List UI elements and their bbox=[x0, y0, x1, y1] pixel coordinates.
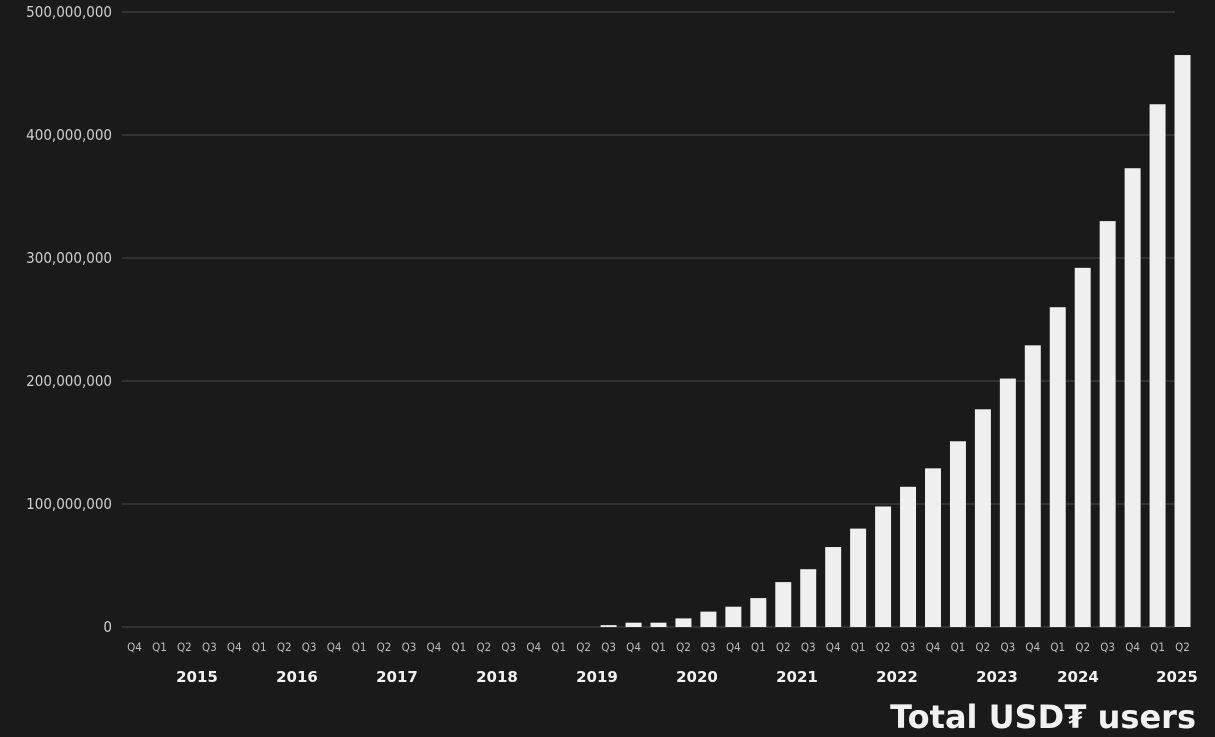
x-tick-label: Q2 bbox=[476, 640, 491, 654]
bar bbox=[999, 378, 1016, 627]
x-tick-label: Q4 bbox=[626, 640, 641, 654]
x-tick-label: Q2 bbox=[576, 640, 591, 654]
x-tick-label: Q3 bbox=[701, 640, 716, 654]
x-tick-label: Q4 bbox=[826, 640, 841, 654]
bar bbox=[974, 409, 991, 627]
bar bbox=[600, 625, 617, 627]
year-label: 2024 bbox=[1057, 668, 1099, 686]
x-tick-label: Q3 bbox=[302, 640, 317, 654]
x-tick-label: Q1 bbox=[1050, 640, 1065, 654]
x-tick-label: Q4 bbox=[1125, 640, 1140, 654]
x-tick-label: Q1 bbox=[252, 640, 267, 654]
x-tick-label: Q3 bbox=[601, 640, 616, 654]
x-tick-label: Q4 bbox=[1025, 640, 1040, 654]
bar bbox=[1099, 221, 1116, 627]
bar bbox=[675, 618, 692, 627]
y-tick-label: 100,000,000 bbox=[26, 495, 112, 513]
bar bbox=[775, 582, 792, 627]
bar bbox=[625, 622, 642, 627]
year-label: 2016 bbox=[276, 668, 318, 686]
y-tick-label: 200,000,000 bbox=[26, 372, 112, 390]
x-tick-label: Q1 bbox=[1150, 640, 1165, 654]
bar bbox=[1149, 104, 1166, 627]
x-tick-label: Q1 bbox=[352, 640, 367, 654]
x-tick-label: Q4 bbox=[127, 640, 142, 654]
bar bbox=[949, 441, 966, 627]
bar bbox=[800, 569, 817, 627]
x-tick-label: Q3 bbox=[1000, 640, 1015, 654]
year-label: 2020 bbox=[676, 668, 718, 686]
x-tick-label: Q1 bbox=[551, 640, 566, 654]
x-tick-label: Q3 bbox=[501, 640, 516, 654]
y-axis: 0 100,000,000 200,000,000 300,000,000 400,00… bbox=[26, 3, 112, 636]
x-tick-label: Q1 bbox=[651, 640, 666, 654]
x-tick-label: Q3 bbox=[801, 640, 816, 654]
year-label: 2017 bbox=[376, 668, 418, 686]
x-tick-label: Q4 bbox=[327, 640, 342, 654]
x-tick-label: Q4 bbox=[227, 640, 242, 654]
bar bbox=[725, 606, 742, 627]
bar bbox=[1124, 168, 1141, 627]
y-tick-label: 0 bbox=[103, 618, 112, 636]
x-tick-label: Q1 bbox=[152, 640, 167, 654]
x-tick-label: Q3 bbox=[1100, 640, 1115, 654]
bar bbox=[925, 468, 941, 627]
chart-title: Total USD₮ users bbox=[890, 698, 1196, 736]
x-axis: Q4 Q1 Q2 Q3 Q4 Q1 Q2 Q3 Q4 Q1 Q2 Q3 Q4 Q1 Q2 Q3 Q4 Q1 Q2 Q3… bbox=[127, 640, 1190, 654]
bar bbox=[1074, 267, 1091, 627]
bar bbox=[875, 506, 892, 627]
x-tick-label: Q2 bbox=[976, 640, 991, 654]
x-tick-label: Q2 bbox=[776, 640, 791, 654]
x-tick-label: Q3 bbox=[202, 640, 217, 654]
x-tick-label: Q3 bbox=[402, 640, 417, 654]
x-tick-label: Q1 bbox=[452, 640, 467, 654]
bar bbox=[900, 486, 917, 627]
x-tick-label: Q2 bbox=[676, 640, 691, 654]
x-tick-label: Q2 bbox=[377, 640, 392, 654]
x-tick-label: Q2 bbox=[177, 640, 192, 654]
x-tick-label: Q1 bbox=[951, 640, 966, 654]
year-labels: 2015 2016 2017 2018 2019 2020 2021 2022 2023 2024… bbox=[176, 668, 1198, 686]
y-tick-label: 400,000,000 bbox=[26, 126, 112, 144]
year-label: 2015 bbox=[176, 668, 218, 686]
x-tick-label: Q4 bbox=[726, 640, 741, 654]
bar bbox=[825, 547, 842, 627]
bars bbox=[600, 55, 1191, 628]
year-label: 2018 bbox=[476, 668, 518, 686]
x-tick-label: Q2 bbox=[1075, 640, 1090, 654]
x-tick-label: Q2 bbox=[1175, 640, 1190, 654]
year-label: 2025 bbox=[1156, 668, 1198, 686]
x-tick-label: Q3 bbox=[901, 640, 916, 654]
y-tick-label: 300,000,000 bbox=[26, 249, 112, 267]
bar bbox=[700, 611, 717, 627]
bar bbox=[650, 622, 667, 627]
x-tick-label: Q4 bbox=[926, 640, 941, 654]
bar bbox=[1174, 55, 1191, 628]
bar bbox=[750, 598, 767, 627]
bar bbox=[1049, 307, 1066, 627]
bar bbox=[1024, 345, 1041, 627]
x-tick-label: Q2 bbox=[277, 640, 292, 654]
bar bbox=[850, 528, 867, 627]
year-label: 2021 bbox=[776, 668, 818, 686]
x-tick-label: Q4 bbox=[526, 640, 541, 654]
x-tick-label: Q2 bbox=[876, 640, 891, 654]
year-label: 2023 bbox=[976, 668, 1018, 686]
x-tick-label: Q1 bbox=[851, 640, 866, 654]
x-tick-label: Q4 bbox=[427, 640, 442, 654]
year-label: 2019 bbox=[576, 668, 618, 686]
y-tick-label: 500,000,000 bbox=[26, 3, 112, 21]
year-label: 2022 bbox=[876, 668, 918, 686]
x-tick-label: Q1 bbox=[751, 640, 766, 654]
gridlines bbox=[122, 11, 1175, 628]
